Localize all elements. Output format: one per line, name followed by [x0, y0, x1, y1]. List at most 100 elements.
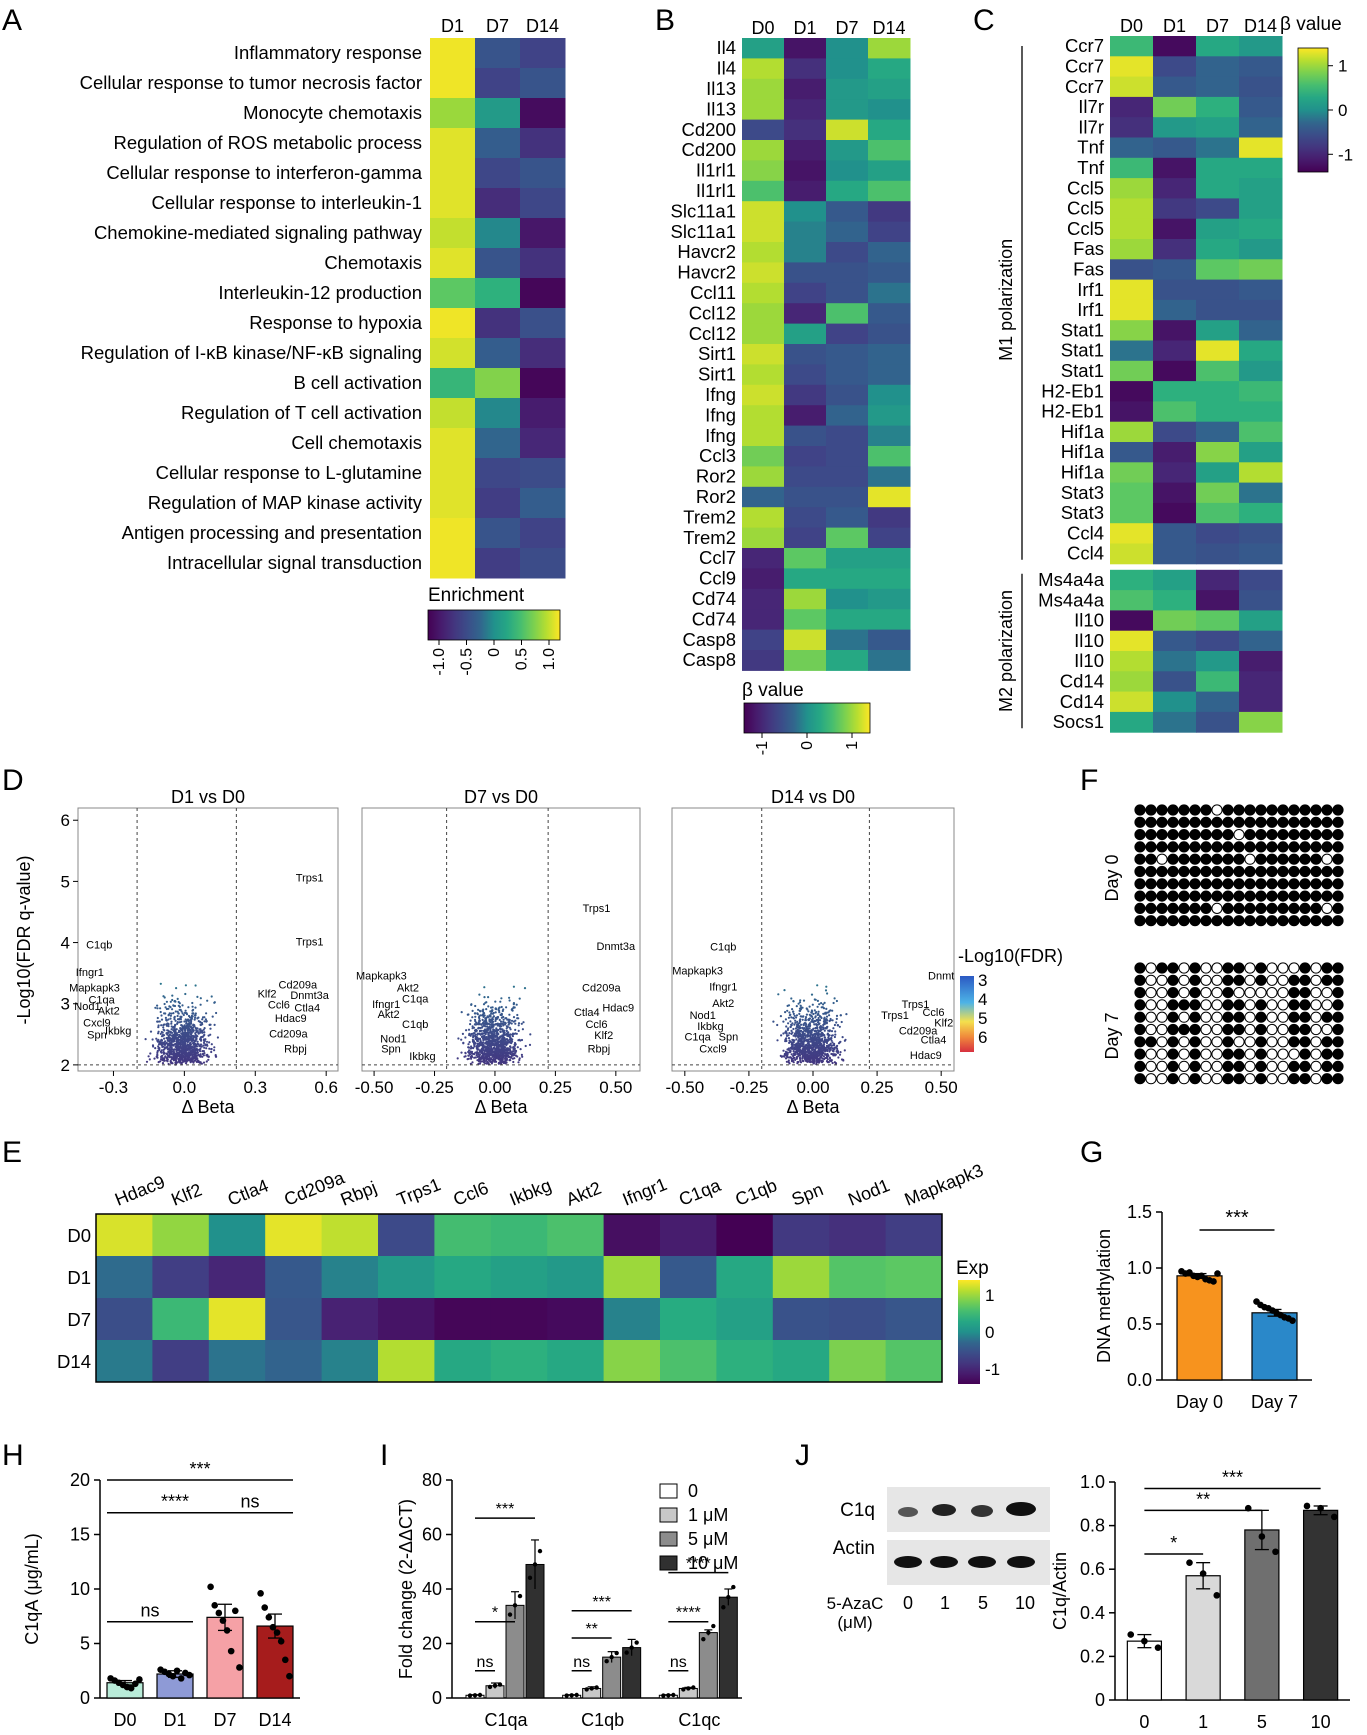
blot-band-c1q	[932, 1504, 956, 1516]
cpg-site	[1277, 902, 1289, 915]
scatter-d-point	[487, 1034, 490, 1037]
axis-label-d-y: -Log10(FDR q-value)	[14, 855, 34, 1024]
heatmap-a-cell	[430, 38, 476, 69]
scatter-d-point	[206, 1055, 209, 1058]
scatter-d-point	[485, 1054, 488, 1057]
scatter-d-point	[833, 997, 836, 1000]
cpg-site	[1332, 1036, 1344, 1048]
scatter-d-point	[497, 1028, 500, 1032]
heatmap-a-cell	[520, 308, 566, 339]
scatter-d-point	[785, 1030, 788, 1033]
cpg-site	[1321, 1036, 1333, 1048]
scatter-d-point	[809, 1040, 812, 1043]
bar-i-point	[532, 1562, 538, 1567]
bar-h-ytick-label: 5	[80, 1634, 90, 1654]
heatmap-e-cell	[603, 1340, 661, 1383]
bar-j	[1302, 1509, 1339, 1701]
cpg-site	[1233, 999, 1245, 1011]
scatter-d-point	[813, 1023, 816, 1026]
heatmap-a-col-label: D14	[526, 16, 559, 36]
scatter-d-point	[193, 1049, 196, 1052]
heatmap-b-row-label: Ccl11	[690, 282, 736, 303]
scatter-d-point	[196, 995, 199, 999]
cpg-site	[1266, 999, 1278, 1011]
scatter-d-point	[807, 1045, 810, 1049]
scatter-d-point	[179, 1017, 182, 1020]
cpg-site	[1145, 816, 1157, 828]
scatter-d-point	[836, 1044, 839, 1047]
scatter-d-point	[494, 1049, 497, 1052]
scatter-d-point	[193, 1047, 196, 1050]
heatmap-e-col-label: Cd209a	[281, 1167, 348, 1210]
heatmap-b-cell	[784, 650, 827, 671]
scatter-d-point	[178, 1033, 181, 1036]
heatmap-c-cell	[1153, 651, 1197, 672]
scatter-d-point	[499, 1035, 502, 1038]
cpg-site	[1321, 987, 1333, 999]
heatmap-c-cell	[1196, 259, 1240, 281]
heatmap-c-cell	[1196, 117, 1240, 138]
methylation-group-label: Day 0	[1102, 854, 1122, 901]
scatter-d-point	[792, 1027, 795, 1031]
scatter-d-point	[173, 1018, 176, 1021]
scatter-d-point	[825, 1046, 828, 1049]
cpg-site	[1189, 1023, 1201, 1036]
scatter-d-point	[483, 1028, 486, 1031]
scatter-d-point	[808, 1031, 812, 1034]
scatter-d-point	[498, 1009, 501, 1012]
scatter-d-point	[181, 1048, 184, 1051]
heatmap-b-cell	[868, 99, 911, 121]
colorbar-e-tick-label: 0	[985, 1323, 994, 1342]
heatmap-c-row-label: Hif1a	[1061, 441, 1105, 462]
heatmap-c-row-label: Irf1	[1077, 299, 1104, 320]
scatter-d-point	[159, 1058, 163, 1061]
heatmap-a-cell	[475, 38, 521, 69]
scatter-d-point	[472, 1026, 476, 1029]
heatmap-b-cell	[826, 384, 869, 406]
heatmap-c-cell	[1196, 360, 1240, 382]
cpg-site	[1310, 902, 1322, 915]
bar-h-point	[186, 1671, 193, 1679]
scatter-d-point	[494, 1043, 497, 1046]
scatter-d-point	[839, 1051, 842, 1054]
scatter-d-point	[787, 1022, 790, 1025]
scatter-d-point	[810, 1051, 814, 1054]
heatmap-c-cell	[1196, 239, 1240, 260]
cpg-site	[1233, 804, 1245, 816]
scatter-d-point	[194, 1057, 197, 1060]
cpg-site	[1266, 865, 1278, 878]
scatter-d-point	[497, 1050, 500, 1053]
scatter-d-point	[833, 1054, 837, 1057]
cpg-site	[1189, 974, 1201, 986]
scatter-d-point	[471, 1061, 474, 1064]
scatter-d-point	[155, 1037, 158, 1040]
scatter-d-point	[496, 1045, 499, 1048]
heatmap-b-row-label: Ccl7	[699, 547, 736, 568]
scatter-d-point	[812, 1040, 816, 1043]
scatter-d-point	[818, 1015, 822, 1018]
scatter-d-point	[191, 1027, 194, 1030]
scatter-d-point	[184, 1038, 187, 1041]
scatter-d-point	[189, 1041, 192, 1044]
scatter-d-point	[165, 1036, 168, 1040]
heatmap-c-cell	[1153, 610, 1197, 632]
scatter-d-point-label: Trps1	[881, 1010, 909, 1022]
bar-h-point	[257, 1590, 264, 1597]
heatmap-c-cell	[1196, 96, 1240, 118]
scatter-d-point	[161, 1062, 165, 1065]
scatter-d-point	[187, 1027, 191, 1030]
scatter-d-point	[156, 1004, 159, 1007]
scatter-d-point	[823, 1023, 826, 1026]
blot-band-c1q	[898, 1507, 918, 1517]
heatmap-c-cell	[1239, 671, 1283, 693]
scatter-d-point	[519, 1048, 522, 1051]
heatmap-e-col-label: Mapkapk3	[902, 1160, 987, 1210]
cpg-site	[1178, 865, 1190, 878]
cpg-site	[1167, 999, 1179, 1011]
scatter-d-point	[192, 1036, 195, 1039]
scatter-d-point	[507, 1039, 510, 1042]
cpg-site	[1211, 1073, 1223, 1085]
scatter-d-point	[512, 1020, 516, 1023]
heatmap-b-cell	[826, 364, 869, 386]
cpg-site	[1211, 915, 1223, 927]
